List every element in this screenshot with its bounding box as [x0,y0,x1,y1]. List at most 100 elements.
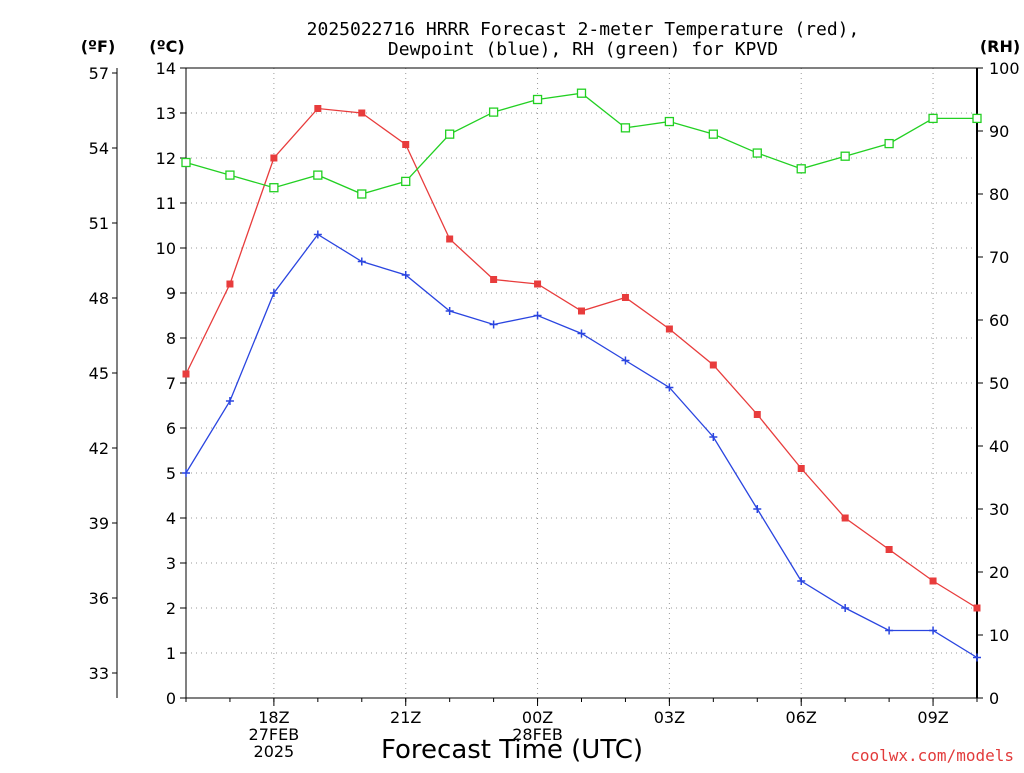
dewpoint-point [269,289,278,297]
x-tick-label: 09Z [917,708,948,727]
dewpoint-point [182,469,190,477]
temperature-point [270,154,278,162]
temperature-point [665,325,673,333]
rh-point [401,176,411,187]
fahrenheit-unit-label: (ºF) [81,37,116,56]
celsius-tick-label: 2 [166,599,176,618]
rh-point [576,88,587,98]
temperature-point [621,294,629,301]
temperature-point [314,105,322,112]
series-line-dewpoint [185,233,978,659]
temperature-point [182,370,190,378]
chart-title-line-2: Dewpoint (blue), RH (green) for KPVD [388,39,778,60]
dewpoint-point [489,320,498,329]
rh-point [796,164,806,174]
celsius-tick-label: 4 [166,509,176,528]
rh-point [972,113,982,124]
rh-point [840,151,850,161]
rh-point [928,113,938,124]
dewpoint-point [225,397,234,405]
rh-point [225,170,235,180]
temperature-point [841,514,849,522]
plot-series [181,88,982,662]
temperature-point [973,604,981,612]
fahrenheit-tick-label: 51 [89,214,109,233]
fahrenheit-tick-label: 33 [89,664,109,683]
rh-point [708,129,718,139]
temperature-point [885,546,893,553]
temperature-point [534,280,542,288]
x-tick-label: 27FEB [249,725,300,744]
x-tick-label: 03Z [654,708,685,727]
dewpoint-point [709,433,718,441]
series-line-rh [185,92,977,195]
series-line-temperature [185,107,978,609]
dewpoint-point [753,505,762,513]
rh-tick-label: 90 [989,122,1009,141]
rh-point [445,129,455,139]
celsius-tick-label: 7 [166,374,176,393]
rh-point [357,189,367,199]
dewpoint-point [621,356,630,365]
rh-tick-label: 80 [989,185,1009,204]
fahrenheit-tick-label: 42 [89,439,109,458]
temperature-point [446,235,454,243]
dewpoint-point [357,257,366,266]
celsius-tick-label: 3 [166,554,176,573]
fahrenheit-tick-label: 45 [89,364,109,383]
dewpoint-point [797,577,806,585]
celsius-tick-label: 9 [166,284,176,303]
celsius-tick-label: 11 [156,194,176,213]
temperature-point [226,280,234,288]
rh-point [181,157,191,168]
dewpoint-point [533,311,542,320]
fahrenheit-tick-label: 54 [89,139,109,158]
x-tick-label: 00Z [522,708,553,727]
x-tick-label: 18Z [258,708,289,727]
celsius-tick-label: 5 [166,464,176,483]
dewpoint-point [577,329,586,338]
fahrenheit-tick-label: 57 [89,64,109,83]
rh-tick-label: 50 [989,374,1009,393]
celsius-tick-label: 6 [166,419,176,438]
rh-point [488,107,499,117]
rh-tick-label: 30 [989,500,1009,519]
dewpoint-point [313,230,322,239]
chart-title-line-1: 2025022716 HRRR Forecast 2-meter Tempera… [307,19,860,40]
rh-tick-label: 70 [989,248,1009,267]
rh-point [532,94,543,105]
fahrenheit-tick-label: 36 [89,589,109,608]
rh-point [620,123,631,133]
dewpoint-point [885,626,894,635]
celsius-tick-label: 10 [156,239,176,258]
rh-tick-label: 10 [989,626,1009,645]
temperature-point [797,465,805,472]
celsius-tick-label: 14 [156,59,176,78]
temperature-point [358,109,366,117]
x-tick-label: 21Z [390,708,421,727]
rh-point [664,116,675,127]
temperature-point [578,307,585,315]
dewpoint-point [841,604,850,612]
axes: 0123456789101112131433363942454851545701… [89,59,1020,761]
temperature-point [709,361,717,369]
rh-point [752,148,762,158]
rh-tick-label: 60 [989,311,1009,330]
temperature-point [490,276,498,283]
fahrenheit-tick-label: 39 [89,514,109,533]
x-axis-title: Forecast Time (UTC) [381,735,643,765]
temperature-point [402,141,410,148]
dewpoint-point [973,653,981,662]
celsius-tick-label: 13 [156,104,176,123]
temperature-point [929,577,937,585]
celsius-unit-label: (ºC) [149,37,184,56]
dewpoint-point [401,271,410,279]
dewpoint-point [665,383,674,392]
dewpoint-point [929,626,938,635]
celsius-tick-label: 0 [166,689,176,708]
celsius-tick-label: 1 [166,644,176,663]
rh-tick-label: 0 [989,689,999,708]
x-tick-label: 2025 [254,742,295,761]
